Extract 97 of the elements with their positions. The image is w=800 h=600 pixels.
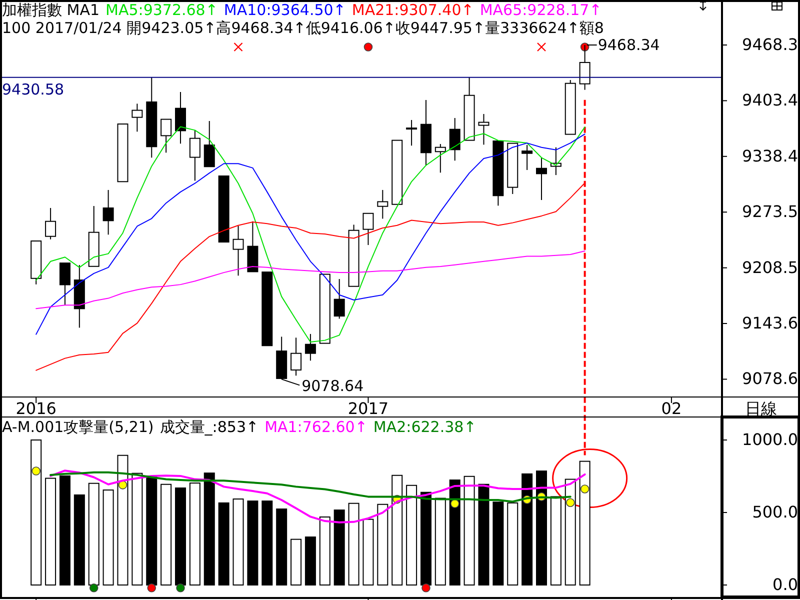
candlestick (377, 189, 388, 220)
bar (117, 454, 128, 586)
text: MA5:9372.68↑ (106, 1, 218, 19)
bar (247, 500, 258, 586)
bar (88, 482, 100, 586)
bar (507, 502, 518, 586)
candlestick (232, 225, 244, 276)
bar (377, 504, 388, 586)
text: MA2:622.38↑ (373, 418, 476, 436)
text: 日線 (745, 399, 777, 418)
point (118, 480, 128, 490)
bar (30, 439, 42, 586)
y-tick-label: 9078.6 (742, 369, 798, 388)
candlestick (362, 212, 374, 246)
bar (492, 502, 504, 586)
candlestick (304, 333, 316, 362)
bar (348, 502, 360, 586)
chart-title: A-M.001攻擊量(5,21) (2, 418, 154, 436)
bar (478, 484, 490, 586)
x-tick-label: 2016 (16, 399, 56, 418)
bar (276, 508, 288, 586)
bar (319, 516, 330, 586)
point (89, 583, 98, 592)
bar (550, 496, 562, 586)
bar (536, 470, 547, 586)
text: MA1:762.60↑ (264, 418, 368, 436)
point (580, 484, 590, 494)
candlestick (59, 262, 70, 306)
candlestick (189, 130, 200, 182)
candlestick (132, 103, 143, 132)
text: 100 2017/01/24 開9423.05↑高9468.34↑低9416.06↑收9447.95↑量3336624↑額8 (2, 19, 604, 37)
line-series (36, 182, 586, 371)
bar (74, 494, 85, 586)
bar (45, 478, 56, 586)
candlestick (160, 118, 172, 154)
bar (102, 490, 114, 586)
point (147, 583, 156, 592)
point (176, 583, 185, 592)
bar (290, 538, 302, 586)
candlestick (290, 337, 302, 376)
x-tick-label: 2017 (348, 399, 389, 418)
candlestick (478, 113, 490, 146)
bar (304, 536, 316, 586)
bar (218, 502, 230, 586)
candlestick (449, 118, 460, 162)
candlestick (45, 207, 56, 240)
y-tick-label: 9208.5 (742, 258, 798, 277)
bar (204, 472, 215, 586)
bar (146, 475, 158, 586)
text: MA10:9364.50↑ (224, 1, 346, 19)
bar (362, 518, 374, 586)
y-tick-label: 9403.4 (742, 90, 798, 110)
bar (175, 487, 186, 586)
chart-title: 加權指數 MA1 (2, 1, 100, 19)
text: MA21:9307.40↑ (352, 1, 474, 19)
point (450, 499, 460, 508)
point (32, 466, 40, 476)
candlestick (334, 278, 345, 320)
bar (434, 498, 446, 586)
bar (262, 500, 273, 586)
annotation: 9468.34 (598, 36, 660, 54)
bar (59, 475, 70, 586)
x-tick-label: 02 (661, 399, 682, 418)
bar (464, 476, 475, 586)
bar (232, 498, 244, 586)
candlestick (204, 120, 215, 168)
bar (392, 474, 403, 586)
text: 成交量_:853↑ (160, 418, 259, 436)
bar (420, 492, 432, 586)
text: MA65:9228.17↑ (480, 1, 602, 19)
candlestick (406, 119, 418, 146)
annotation: 9078.64 (302, 377, 364, 396)
bar (189, 482, 200, 586)
candlestick (536, 156, 547, 200)
candlestick (434, 143, 446, 174)
line-series (36, 250, 586, 310)
point (422, 583, 430, 592)
y-tick-label: 9338.4 (742, 146, 798, 166)
bar (579, 460, 590, 586)
bar (522, 473, 533, 586)
y-tick-label: 9273.5 (742, 202, 798, 222)
line-series (50, 470, 586, 524)
bar (406, 484, 418, 586)
candlestick (522, 144, 533, 170)
y-tick-label: 0.0 (772, 574, 798, 594)
bar (132, 472, 143, 586)
bar (334, 510, 345, 586)
y-tick-label: 9143.6 (742, 314, 798, 333)
bar (160, 484, 172, 586)
bar (564, 478, 576, 586)
ref-line-label: 9430.58 (2, 80, 64, 98)
y-tick-label: 500.0 (752, 502, 798, 522)
y-tick-label: 9468.3 (742, 34, 798, 54)
candlestick (102, 189, 114, 236)
y-tick-label: 1000.0 (742, 430, 798, 449)
point (566, 498, 575, 508)
candlestick (175, 92, 186, 144)
